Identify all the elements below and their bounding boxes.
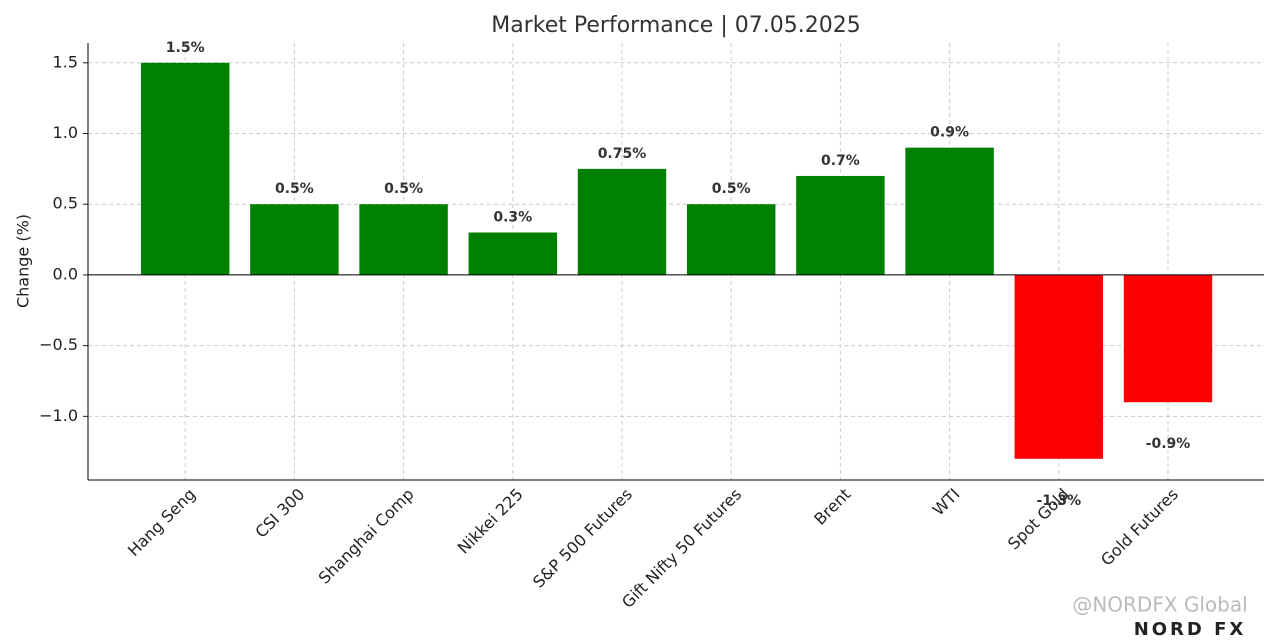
y-tick-label: 0.5 — [53, 194, 78, 213]
y-tick-label: 1.5 — [53, 52, 78, 71]
y-tick-label: 1.0 — [53, 123, 78, 142]
value-label: 0.3% — [493, 210, 532, 226]
bar — [359, 204, 448, 275]
bar — [468, 232, 558, 275]
y-tick-label: −0.5 — [39, 335, 78, 354]
x-tick-label: S&P 500 Futures — [529, 485, 636, 592]
x-tick-label: Shanghai Comp — [315, 485, 418, 588]
x-tick-label: Nikkei 225 — [454, 485, 527, 558]
bar — [1014, 274, 1104, 459]
bar — [686, 204, 776, 275]
value-label: -0.9% — [1146, 436, 1191, 452]
y-tick-label: −1.0 — [39, 406, 78, 425]
bar — [250, 204, 339, 275]
x-tick-label: WTI — [929, 485, 964, 520]
value-label: 0.7% — [821, 153, 860, 169]
bar — [577, 168, 667, 275]
bar — [796, 175, 885, 275]
watermark-handle: @NORDFX Global — [1072, 593, 1247, 617]
y-tick-label: 0.0 — [53, 264, 78, 283]
value-label: 0.5% — [275, 181, 314, 197]
watermark-logo: NORD FX — [1134, 619, 1247, 640]
y-axis-label: Change (%) — [14, 214, 33, 308]
value-label: 0.9% — [930, 125, 969, 141]
value-label: 1.5% — [166, 40, 205, 56]
x-tick-label: Gift Nifty 50 Futures — [618, 485, 745, 612]
chart-title: Market Performance | 07.05.2025 — [491, 13, 860, 38]
value-label: 0.5% — [712, 181, 751, 197]
x-tick-label: Gold Futures — [1097, 485, 1182, 570]
x-tick-label: Brent — [810, 485, 854, 529]
x-tick-label: CSI 300 — [251, 485, 308, 542]
bar — [140, 62, 230, 275]
value-label: 0.75% — [598, 146, 647, 162]
value-label: 0.5% — [384, 181, 423, 197]
bar — [1123, 274, 1213, 403]
bar — [905, 147, 994, 275]
value-label: -1.3% — [1036, 493, 1081, 509]
x-tick-label: Hang Seng — [124, 485, 199, 560]
